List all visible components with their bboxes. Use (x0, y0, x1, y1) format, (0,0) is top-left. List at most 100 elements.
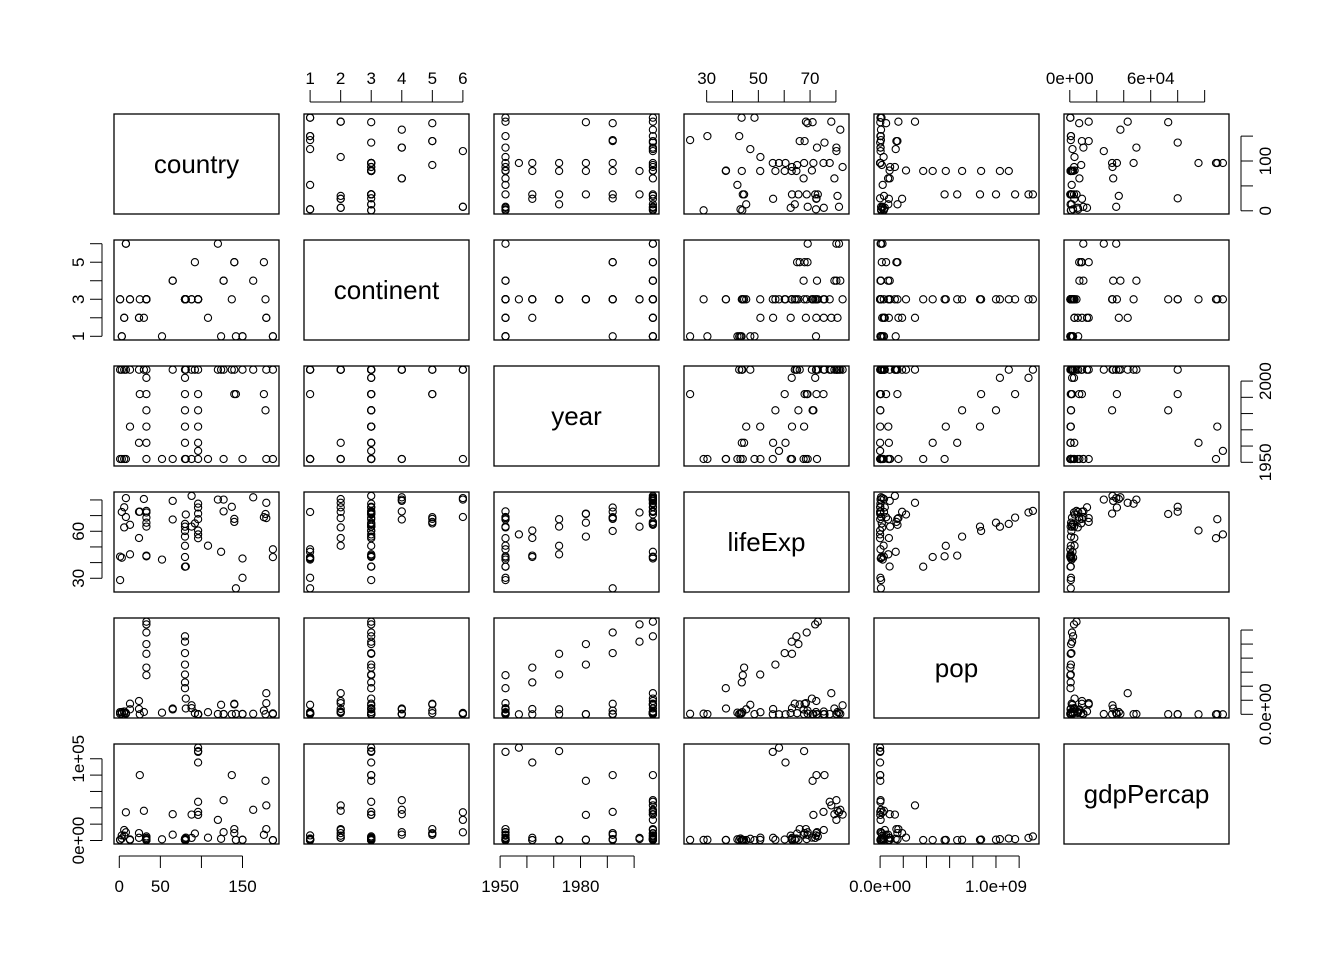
tick-label: 30 (697, 69, 716, 88)
tick-label: 70 (801, 69, 820, 88)
data-point (181, 365, 190, 374)
data-point (180, 438, 190, 447)
data-point (135, 295, 144, 304)
panel-continent-vs-gdpPercap (303, 743, 470, 845)
data-point (1028, 365, 1038, 374)
data-point (168, 454, 177, 464)
data-point (1066, 406, 1076, 415)
data-point (528, 678, 537, 687)
data-point (227, 770, 236, 780)
data-point (115, 575, 125, 585)
data-point (795, 824, 804, 834)
data-point (928, 166, 937, 176)
data-point (397, 454, 406, 464)
data-point (501, 522, 510, 531)
data-point (901, 295, 911, 304)
data-point (1068, 205, 1078, 214)
data-point (514, 158, 524, 168)
data-point (142, 454, 151, 464)
data-point (1066, 670, 1075, 679)
data-point (458, 828, 468, 837)
data-point (261, 406, 270, 415)
data-point (812, 276, 822, 285)
data-point (367, 373, 376, 382)
data-point (238, 554, 247, 563)
data-point (737, 113, 746, 122)
data-point (336, 494, 345, 504)
data-point (795, 258, 804, 267)
data-point (219, 507, 228, 516)
data-point (180, 406, 190, 415)
data-point (1066, 389, 1075, 399)
data-point (995, 834, 1005, 844)
data-point (827, 801, 836, 810)
data-point (336, 708, 345, 717)
data-point (771, 166, 780, 176)
data-point (501, 190, 510, 199)
data-point (501, 545, 510, 554)
data-point (878, 180, 887, 190)
data-point (737, 295, 746, 304)
data-point (1213, 515, 1222, 524)
data-point (1099, 239, 1108, 248)
data-point (262, 313, 271, 322)
data-point (803, 389, 812, 399)
data-point (919, 562, 928, 571)
data-point (884, 438, 894, 447)
data-point (756, 166, 765, 176)
data-point (216, 547, 226, 556)
data-point (501, 671, 510, 680)
data-point (1004, 295, 1013, 304)
data-point (180, 660, 190, 669)
data-point (367, 694, 376, 703)
data-point (305, 389, 315, 399)
data-point (367, 678, 376, 687)
data-point (120, 503, 129, 512)
data-point (501, 534, 510, 543)
data-point (554, 295, 564, 304)
data-point (648, 131, 658, 141)
data-point (1066, 584, 1075, 593)
data-point (635, 295, 644, 304)
data-point (648, 552, 658, 562)
data-point (125, 295, 135, 304)
data-point (876, 135, 886, 145)
data-point (193, 797, 203, 806)
data-point (1218, 530, 1228, 539)
data-point (774, 446, 784, 456)
data-point (894, 313, 903, 322)
data-point (336, 152, 345, 162)
data-point (193, 743, 203, 752)
data-point (1132, 709, 1141, 719)
data-point (397, 493, 406, 502)
data-point (397, 709, 406, 718)
data-point (635, 190, 644, 199)
data-point (648, 202, 658, 211)
data-point (336, 194, 345, 203)
panel-frame (683, 239, 850, 341)
data-point (1075, 706, 1084, 715)
data-point (756, 708, 765, 717)
data-point (1173, 710, 1182, 719)
data-point (554, 541, 564, 550)
data-point (891, 547, 900, 556)
panel-frame (1063, 113, 1230, 215)
tick-label: 6 (458, 69, 467, 88)
tick-label: 100 (1256, 147, 1275, 175)
data-point (957, 166, 967, 176)
panel-frame (873, 617, 1040, 719)
data-point (367, 710, 376, 719)
tick-label: 2 (336, 69, 345, 88)
data-point (1116, 125, 1125, 134)
data-point (216, 332, 226, 341)
data-point (193, 295, 203, 304)
x-axis-pop: 0.0e+00 1.0e+09 (849, 855, 1027, 896)
data-point (1066, 532, 1076, 541)
data-point (268, 835, 278, 845)
data-point (501, 830, 510, 839)
data-point (608, 190, 617, 199)
data-point (792, 632, 801, 641)
data-point (1114, 191, 1123, 201)
data-point (635, 637, 644, 646)
data-point (1066, 573, 1076, 582)
